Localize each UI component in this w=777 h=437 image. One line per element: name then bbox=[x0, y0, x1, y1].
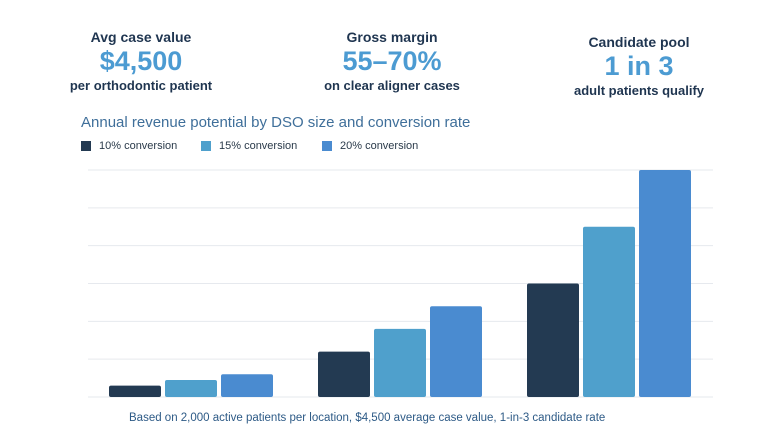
bar-series-1-group-3 bbox=[527, 283, 579, 397]
bar-series-1-group-1 bbox=[109, 385, 161, 397]
stat-avg-case-value: Avg case value $4,500 per orthodontic pa… bbox=[31, 29, 251, 93]
bar-series-3-group-2 bbox=[430, 306, 482, 397]
stat-subtext: on clear aligner cases bbox=[324, 78, 460, 94]
bar-series-2-group-3 bbox=[583, 226, 635, 397]
stat-subtext: per orthodontic patient bbox=[69, 78, 213, 94]
stat-label: Avg case value bbox=[90, 29, 192, 45]
stat-value: $4,500 bbox=[99, 46, 183, 76]
legend-swatch bbox=[81, 141, 91, 151]
legend-item-10-conversion: 10% conversion bbox=[81, 140, 177, 152]
stat-subtext: adult patients qualify bbox=[573, 83, 704, 99]
bar-series-2-group-2 bbox=[374, 328, 426, 397]
stat-label: Candidate pool bbox=[588, 34, 690, 50]
stat-candidate-pool: Candidate pool 1 in 3 adult patients qua… bbox=[529, 34, 749, 98]
legend-item-20-conversion: 20% conversion bbox=[322, 140, 418, 152]
legend-swatch bbox=[201, 141, 211, 151]
stat-gross-margin: Gross margin 55–70% on clear aligner cas… bbox=[282, 29, 502, 93]
stat-value: 1 in 3 bbox=[604, 51, 674, 81]
legend-swatch bbox=[322, 141, 332, 151]
legend-label: 10% conversion bbox=[99, 140, 178, 152]
stat-value: 55–70% bbox=[342, 46, 442, 76]
legend-label: 15% conversion bbox=[219, 140, 298, 152]
chart-title: Annual revenue potential by DSO size and… bbox=[81, 114, 471, 131]
legend-label: 20% conversion bbox=[340, 140, 419, 152]
bar-series-3-group-1 bbox=[221, 374, 273, 397]
bar-series-1-group-2 bbox=[318, 351, 370, 397]
stat-label: Gross margin bbox=[346, 29, 438, 45]
bar-series-3-group-3 bbox=[639, 170, 691, 397]
bar-series-2-group-1 bbox=[165, 379, 217, 397]
chart-footnote: Based on 2,000 active patients per locat… bbox=[129, 412, 606, 424]
legend-item-15-conversion: 15% conversion bbox=[201, 140, 297, 152]
